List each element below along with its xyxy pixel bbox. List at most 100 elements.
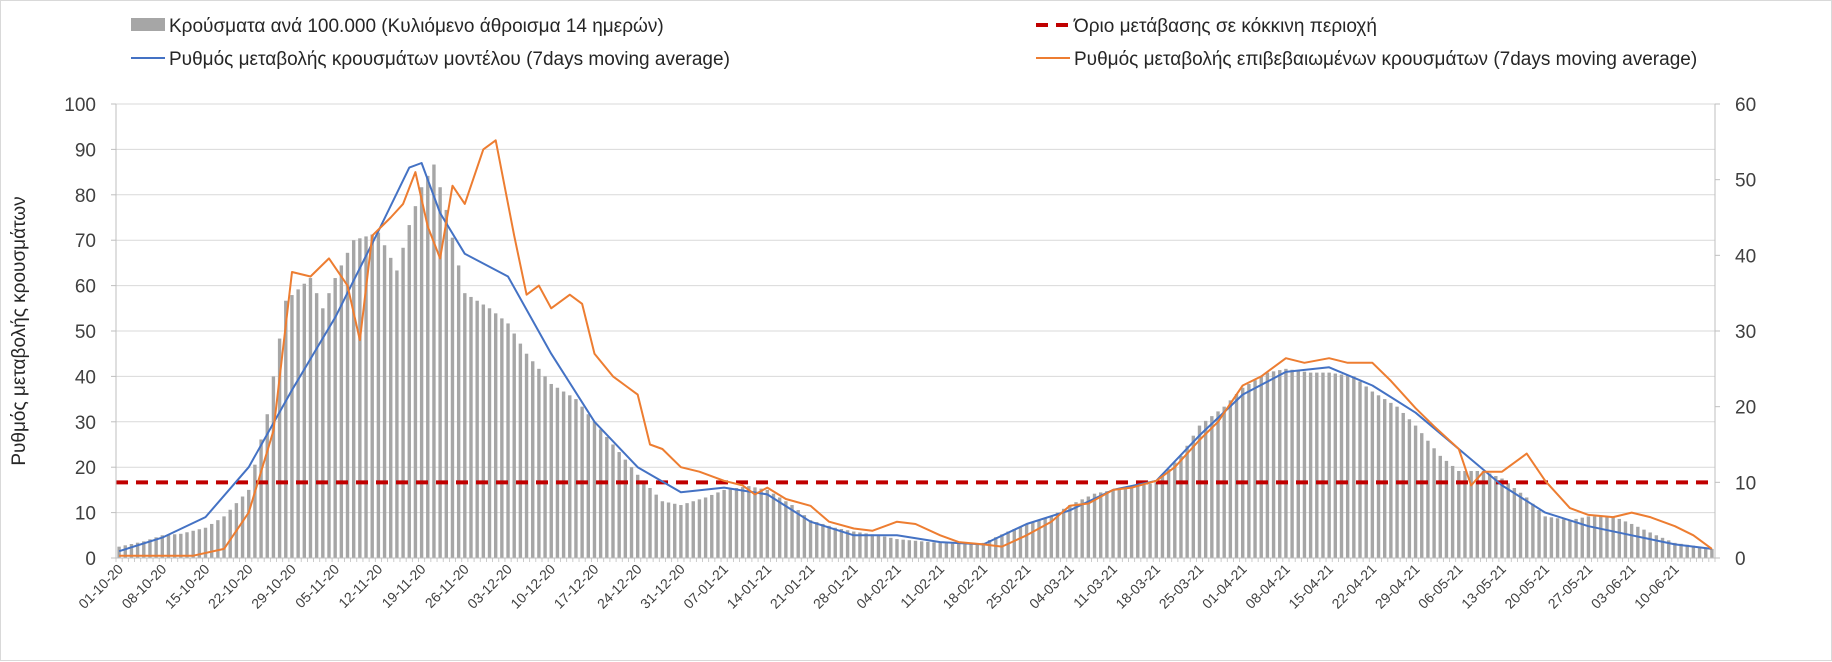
x-tick-label: 25-03-21	[1156, 561, 1207, 612]
y-tick-label: 0	[85, 549, 96, 570]
x-tick-label: 22-04-21	[1328, 561, 1379, 612]
x-tick-label: 05-11-20	[292, 561, 342, 611]
bar	[1574, 518, 1578, 558]
y-tick-label: 90	[75, 140, 96, 161]
bar	[228, 509, 232, 558]
bar	[1271, 371, 1276, 558]
x-tick-label: 31-12-20	[637, 561, 688, 612]
bar	[493, 313, 498, 558]
bar	[1154, 482, 1158, 558]
bar	[1092, 493, 1097, 558]
legend-label: Κρούσματα ανά 100.000 (Κυλιόμενο άθροισμ…	[169, 16, 664, 37]
bar	[1469, 470, 1473, 558]
bar	[185, 532, 189, 558]
y-tick-label: 70	[75, 231, 96, 252]
bar	[790, 505, 794, 558]
bar	[710, 494, 714, 558]
bar	[1105, 491, 1109, 558]
bar	[142, 541, 146, 558]
bar	[777, 497, 782, 558]
bar	[419, 187, 424, 558]
bar	[1487, 473, 1492, 558]
bar	[1562, 519, 1566, 558]
bar	[1148, 483, 1152, 558]
bar	[697, 499, 702, 558]
bar	[617, 452, 621, 558]
legend-label: Όριο μετάβασης σε κόκκινη περιοχή	[1073, 16, 1377, 37]
bar	[907, 540, 912, 558]
bar	[1358, 381, 1362, 558]
bar	[1185, 445, 1189, 558]
bar	[537, 368, 541, 558]
x-tick-label: 10-06-21	[1631, 561, 1682, 612]
x-tick-label: 19-11-20	[378, 561, 428, 611]
bar	[456, 265, 461, 558]
x-tick-label: 29-04-21	[1372, 561, 1423, 612]
x-tick-label: 15-04-21	[1285, 561, 1336, 612]
bar	[1481, 470, 1486, 558]
bar	[469, 296, 473, 558]
bar	[833, 527, 837, 558]
bar	[901, 539, 905, 558]
y2-tick-label: 20	[1735, 398, 1756, 419]
bar	[296, 289, 300, 558]
bar	[1099, 492, 1103, 558]
bar	[240, 496, 245, 558]
bar	[382, 245, 387, 558]
lines-layer	[118, 139, 1713, 557]
bar	[1438, 455, 1442, 558]
bar	[889, 537, 893, 558]
y2-tick-label: 10	[1735, 473, 1756, 494]
bar	[1685, 544, 1689, 558]
bar	[932, 542, 936, 558]
y2-tick-label: 0	[1735, 549, 1746, 570]
grid-layer	[116, 103, 1715, 514]
bar	[1549, 517, 1554, 558]
bar	[364, 236, 368, 558]
bar	[1475, 470, 1480, 558]
bar	[586, 414, 590, 558]
bar	[740, 487, 745, 558]
bar	[821, 523, 825, 558]
bar	[994, 537, 998, 558]
bar	[765, 489, 770, 558]
bar	[1160, 475, 1165, 558]
bar	[1648, 532, 1652, 558]
x-tick-label: 01-10-20	[75, 561, 126, 612]
bar	[1512, 488, 1517, 558]
bar	[1370, 391, 1375, 558]
bar	[351, 240, 356, 558]
bar	[1216, 411, 1220, 558]
bar	[308, 278, 313, 558]
bar	[938, 542, 942, 558]
legend-item: Κρούσματα ανά 100.000 (Κυλιόμενο άθροισμ…	[131, 16, 664, 37]
bar	[179, 533, 183, 558]
bar	[543, 376, 547, 558]
bar	[1543, 516, 1547, 558]
bar	[1364, 386, 1368, 558]
bar	[444, 209, 448, 558]
x-tick-label: 08-10-20	[118, 561, 169, 612]
bar	[1383, 399, 1387, 558]
bar	[895, 539, 899, 558]
bar	[314, 293, 319, 558]
bar	[1710, 548, 1714, 558]
bar	[1426, 440, 1430, 558]
confirmed-line	[119, 139, 1713, 557]
bars-layer	[117, 164, 1714, 559]
y-axis-title: Ρυθμός μεταβολής κρουσμάτων	[9, 196, 30, 465]
bar	[531, 361, 535, 558]
bar	[568, 395, 572, 558]
bar	[1531, 503, 1535, 558]
bar	[1173, 462, 1177, 558]
bar	[796, 510, 800, 558]
bar	[1599, 516, 1603, 558]
bar	[666, 502, 671, 558]
bar	[154, 537, 158, 558]
legend-label: Ρυθμός μεταβολής επιβεβαιωμένων κρουσμάτ…	[1074, 49, 1697, 70]
bar	[339, 265, 344, 558]
bar	[1666, 540, 1671, 558]
bar	[290, 295, 294, 558]
